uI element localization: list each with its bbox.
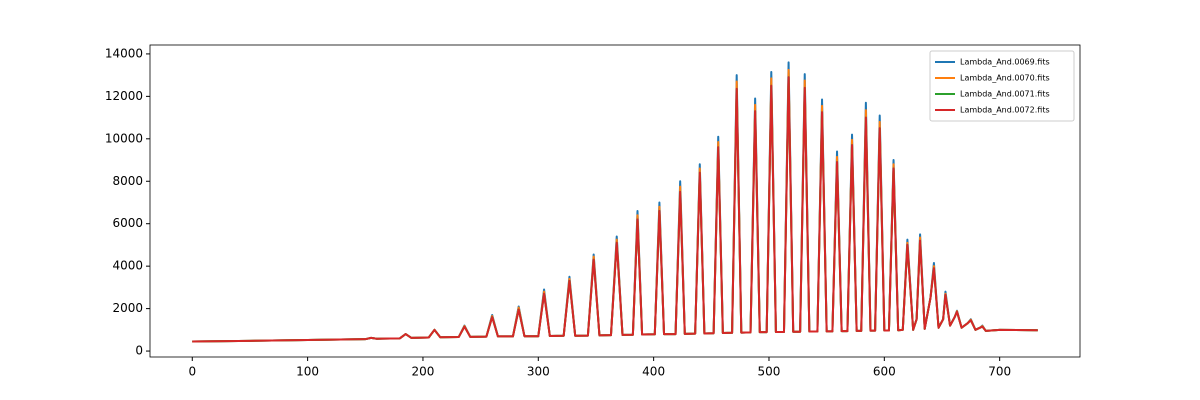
y-tick-label: 10000: [105, 131, 143, 145]
y-tick-label: 12000: [105, 89, 143, 103]
y-tick-label: 8000: [112, 174, 143, 188]
legend-box: [929, 50, 1075, 122]
x-tick-label: 500: [758, 365, 781, 379]
x-tick-label: 0: [188, 365, 196, 379]
legend-label: Lambda_And.0072.fits: [960, 106, 1050, 115]
y-tick-label: 0: [135, 344, 143, 358]
line-series: [192, 76, 1038, 343]
x-tick-label: 400: [642, 365, 665, 379]
y-tick-label: 14000: [105, 46, 143, 60]
x-tick-label: 300: [527, 365, 550, 379]
y-tick-label: 2000: [112, 301, 143, 315]
legend-label: Lambda_And.0070.fits: [960, 74, 1050, 83]
x-tick-label: 100: [296, 365, 319, 379]
x-tick-label: 700: [988, 365, 1011, 379]
y-tick-label: 4000: [112, 259, 143, 273]
legend-label: Lambda_And.0069.fits: [960, 58, 1050, 67]
x-tick-label: 600: [873, 365, 896, 379]
plot-frame: [149, 44, 1081, 358]
y-tick-label: 6000: [112, 216, 143, 230]
legend-label: Lambda_And.0071.fits: [960, 90, 1050, 99]
x-tick-label: 200: [412, 365, 435, 379]
